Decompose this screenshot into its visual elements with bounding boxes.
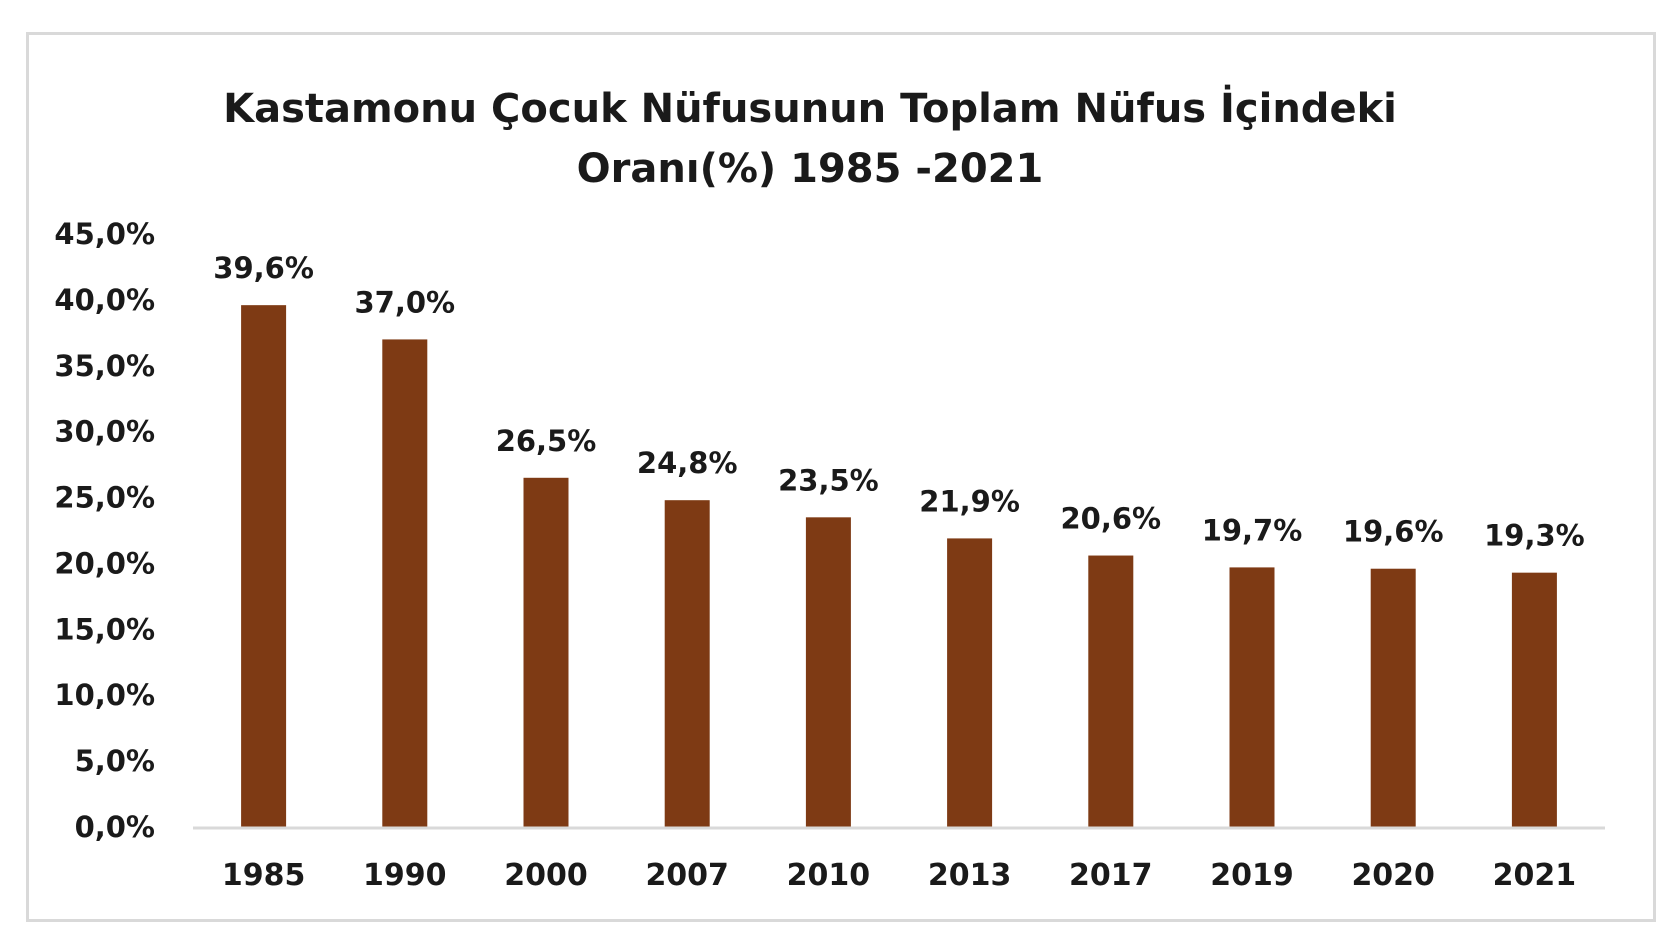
x-axis: 1985 1990 2000 2007 2010 2013 2017 2019 2020 2021: [193, 826, 1605, 893]
bar-2019: [1229, 567, 1275, 827]
bar-2000: [523, 477, 569, 827]
y-tick-label: 40,0%: [54, 283, 155, 317]
data-label-1985: 39,6%: [213, 251, 314, 285]
y-tick-label: 30,0%: [54, 415, 155, 449]
x-tick-label-2020: 2020: [1351, 858, 1435, 893]
x-tick-label-2021: 2021: [1493, 858, 1577, 893]
bar-2010: [805, 517, 851, 827]
y-tick-label: 0,0%: [75, 810, 155, 844]
y-tick-label: 35,0%: [54, 349, 155, 383]
data-label-2013: 21,9%: [919, 484, 1020, 518]
y-tick-label: 15,0%: [54, 612, 155, 646]
y-tick-label: 5,0%: [75, 744, 155, 778]
bar-1985: [241, 305, 287, 827]
x-tick-label-1990: 1990: [363, 858, 447, 893]
y-tick-label: 20,0%: [54, 546, 155, 580]
data-label-2021: 19,3%: [1484, 519, 1585, 553]
x-tick-label-1985: 1985: [222, 858, 306, 893]
x-tick-label-2007: 2007: [645, 858, 729, 893]
data-label-2019: 19,7%: [1202, 513, 1303, 547]
data-labels: 39,6% 37,0% 26,5% 24,8% 23,5% 21,9% 20,6% 19,7%…: [213, 251, 1584, 553]
x-tick-label-2019: 2019: [1210, 858, 1294, 893]
bar-1990: [382, 339, 428, 827]
y-tick-label: 25,0%: [54, 481, 155, 515]
data-label-1990: 37,0%: [354, 285, 455, 319]
data-label-2020: 19,6%: [1343, 515, 1444, 549]
data-label-2010: 23,5%: [778, 463, 879, 497]
bar-2021: [1511, 572, 1557, 827]
data-label-2000: 26,5%: [496, 424, 597, 458]
bars: [241, 305, 1557, 827]
y-tick-label: 45,0%: [54, 217, 155, 251]
data-label-2017: 20,6%: [1060, 502, 1161, 536]
x-tick-label-2010: 2010: [787, 858, 871, 893]
chart-title-line-2: Oranı(%) 1985 -2021: [577, 146, 1044, 192]
bar-2020: [1370, 568, 1416, 827]
x-tick-label-2013: 2013: [928, 858, 1012, 893]
x-tick-label-2017: 2017: [1069, 858, 1153, 893]
bar-2013: [947, 538, 993, 827]
bar-2007: [664, 500, 710, 827]
y-axis: 0,0% 5,0% 10,0% 15,0% 20,0% 25,0% 30,0% 35,0% 40…: [54, 217, 155, 844]
x-tick-label-2000: 2000: [504, 858, 588, 893]
bar-2017: [1088, 555, 1134, 827]
y-tick-label: 10,0%: [54, 678, 155, 712]
data-label-2007: 24,8%: [637, 446, 738, 480]
chart-title-line-1: Kastamonu Çocuk Nüfusunun Toplam Nüfus İ…: [223, 84, 1397, 132]
